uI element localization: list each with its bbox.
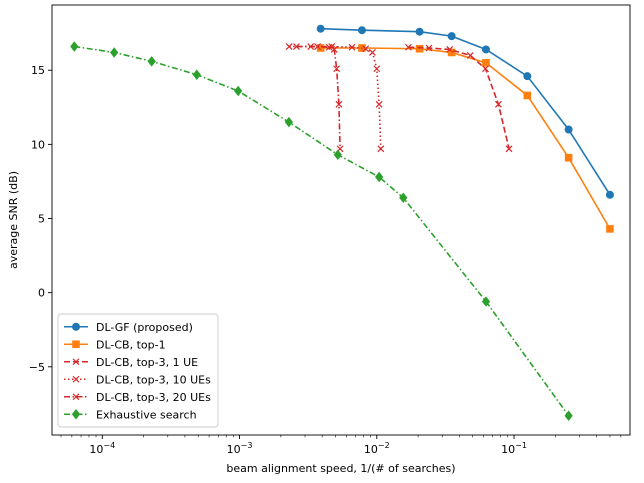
data-point bbox=[523, 91, 532, 100]
legend-label: DL-CB, top-3, 20 UEs bbox=[96, 391, 211, 404]
data-point bbox=[564, 153, 573, 162]
data-point bbox=[481, 296, 491, 307]
data-point bbox=[415, 27, 424, 36]
plot-frame bbox=[51, 4, 631, 436]
data-point bbox=[606, 225, 614, 233]
legend-item: DL-CB, top-3, 20 UEs bbox=[64, 391, 211, 404]
data-point bbox=[333, 149, 342, 161]
legend-marker bbox=[72, 375, 80, 383]
series-line bbox=[320, 27, 611, 196]
series-2 bbox=[404, 43, 513, 153]
legend-marker bbox=[72, 393, 80, 401]
data-point bbox=[192, 69, 201, 80]
data-point bbox=[325, 43, 333, 51]
series-line bbox=[408, 46, 510, 150]
data-point bbox=[316, 44, 325, 52]
series-1 bbox=[316, 44, 614, 233]
legend-label: Exhaustive search bbox=[96, 408, 197, 421]
data-point bbox=[399, 192, 408, 204]
axis-layer: 10−4 10−3 10−2 10−1 −5 0 5 10 15 bbox=[29, 64, 622, 456]
data-point bbox=[375, 100, 383, 108]
data-point bbox=[314, 43, 321, 50]
legend-marker bbox=[71, 409, 81, 420]
data-point bbox=[447, 48, 456, 57]
legend-item: DL-GF (proposed) bbox=[64, 321, 193, 334]
y-tick-label: −5 bbox=[29, 361, 45, 374]
data-point bbox=[495, 100, 502, 108]
legend-item: DL-CB, top-3, 10 UEs bbox=[64, 373, 211, 386]
series-line bbox=[320, 47, 611, 230]
legend-marker bbox=[72, 358, 80, 366]
data-point bbox=[605, 190, 614, 199]
data-point bbox=[564, 410, 573, 421]
series-layer bbox=[70, 24, 614, 421]
data-point bbox=[369, 49, 376, 56]
data-point bbox=[110, 47, 119, 58]
y-tick-label: 5 bbox=[38, 213, 45, 226]
data-point bbox=[373, 65, 381, 73]
series-4 bbox=[293, 43, 344, 153]
data-point bbox=[335, 100, 343, 108]
data-point bbox=[234, 85, 243, 97]
data-point bbox=[523, 72, 532, 81]
data-point bbox=[482, 59, 490, 67]
x-tick-label: 10−4 bbox=[89, 441, 115, 456]
data-point bbox=[293, 43, 300, 50]
data-point bbox=[505, 145, 513, 153]
legend-item: DL-CB, top-3, 1 UE bbox=[64, 356, 198, 369]
x-tick-label: 10−2 bbox=[364, 441, 390, 456]
legend-marker bbox=[72, 340, 80, 349]
data-point bbox=[348, 43, 356, 51]
legend-box bbox=[57, 313, 219, 428]
series-line bbox=[296, 45, 341, 149]
data-point bbox=[362, 45, 370, 53]
data-point bbox=[564, 125, 573, 134]
legend-label: DL-CB, top-3, 1 UE bbox=[96, 356, 198, 369]
series-3 bbox=[285, 43, 385, 153]
legend: DL-GF (proposed) DL-CB, top-1 DL-CB, top-3… bbox=[57, 313, 219, 428]
data-point bbox=[482, 45, 491, 54]
legend-label: DL-CB, top-3, 10 UEs bbox=[96, 373, 211, 386]
data-point bbox=[284, 116, 294, 128]
x-tick-label: 10−3 bbox=[227, 441, 253, 456]
legend-item: Exhaustive search bbox=[64, 408, 197, 421]
series-0 bbox=[316, 24, 614, 199]
data-point bbox=[333, 65, 341, 73]
y-axis-label: average SNR (dB) bbox=[7, 171, 20, 269]
data-point bbox=[70, 41, 79, 52]
legend-label: DL-GF (proposed) bbox=[96, 321, 193, 334]
data-point bbox=[415, 44, 424, 53]
data-point bbox=[147, 56, 156, 67]
data-point bbox=[404, 43, 412, 51]
legend-item: DL-CB, top-1 bbox=[64, 338, 166, 351]
data-point bbox=[447, 32, 456, 41]
y-tick-label: 0 bbox=[38, 287, 45, 300]
data-point bbox=[375, 171, 384, 183]
data-point bbox=[377, 145, 385, 153]
x-axis-label: beam alignment speed, 1/(# of searches) bbox=[226, 462, 455, 475]
data-point bbox=[482, 65, 489, 73]
data-point bbox=[425, 44, 433, 52]
data-point bbox=[357, 26, 366, 35]
legend-label: DL-CB, top-1 bbox=[96, 338, 166, 351]
data-point bbox=[466, 51, 474, 59]
y-tick-label: 15 bbox=[31, 64, 45, 77]
data-point bbox=[285, 43, 293, 50]
data-point bbox=[316, 24, 325, 33]
legend-marker bbox=[72, 322, 81, 331]
x-tick-label: 10−1 bbox=[501, 441, 527, 456]
y-tick-label: 10 bbox=[31, 138, 45, 151]
series-5 bbox=[70, 41, 573, 421]
data-point bbox=[330, 46, 338, 53]
data-point bbox=[446, 46, 454, 53]
